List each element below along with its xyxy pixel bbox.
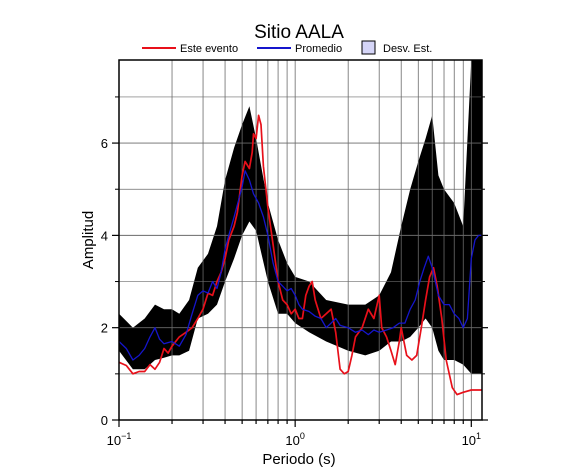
chart-title: Sitio AALA — [254, 22, 344, 43]
legend-label-desv-est: Desv. Est. — [383, 43, 432, 55]
y-tick-label: 6 — [101, 136, 108, 151]
std-band — [119, 60, 482, 374]
y-tick-label: 0 — [101, 413, 108, 428]
series-line-event — [119, 114, 482, 396]
y-axis-label: Amplitud — [80, 211, 97, 269]
std-band-layer — [119, 60, 482, 374]
series-line-mean — [119, 170, 482, 361]
x-tick-label: 10−1 — [107, 431, 132, 448]
legend-label-promedio: Promedio — [295, 43, 342, 55]
x-axis-label: Periodo (s) — [262, 451, 335, 468]
x-tick-label: 101 — [462, 431, 481, 448]
legend: Este evento Promedio Desv. Est. — [142, 40, 432, 55]
legend-label-este-evento: Este evento — [180, 43, 238, 55]
legend-swatch-desv-est — [361, 40, 376, 55]
plot-frame — [118, 59, 483, 421]
x-tick-label: 100 — [285, 431, 304, 448]
y-tick-label: 2 — [101, 321, 108, 336]
series-layer — [119, 114, 482, 396]
axis-ticks: 0 2 4 6 10−1 100 101 — [101, 96, 488, 448]
y-tick-label: 4 — [101, 228, 108, 243]
